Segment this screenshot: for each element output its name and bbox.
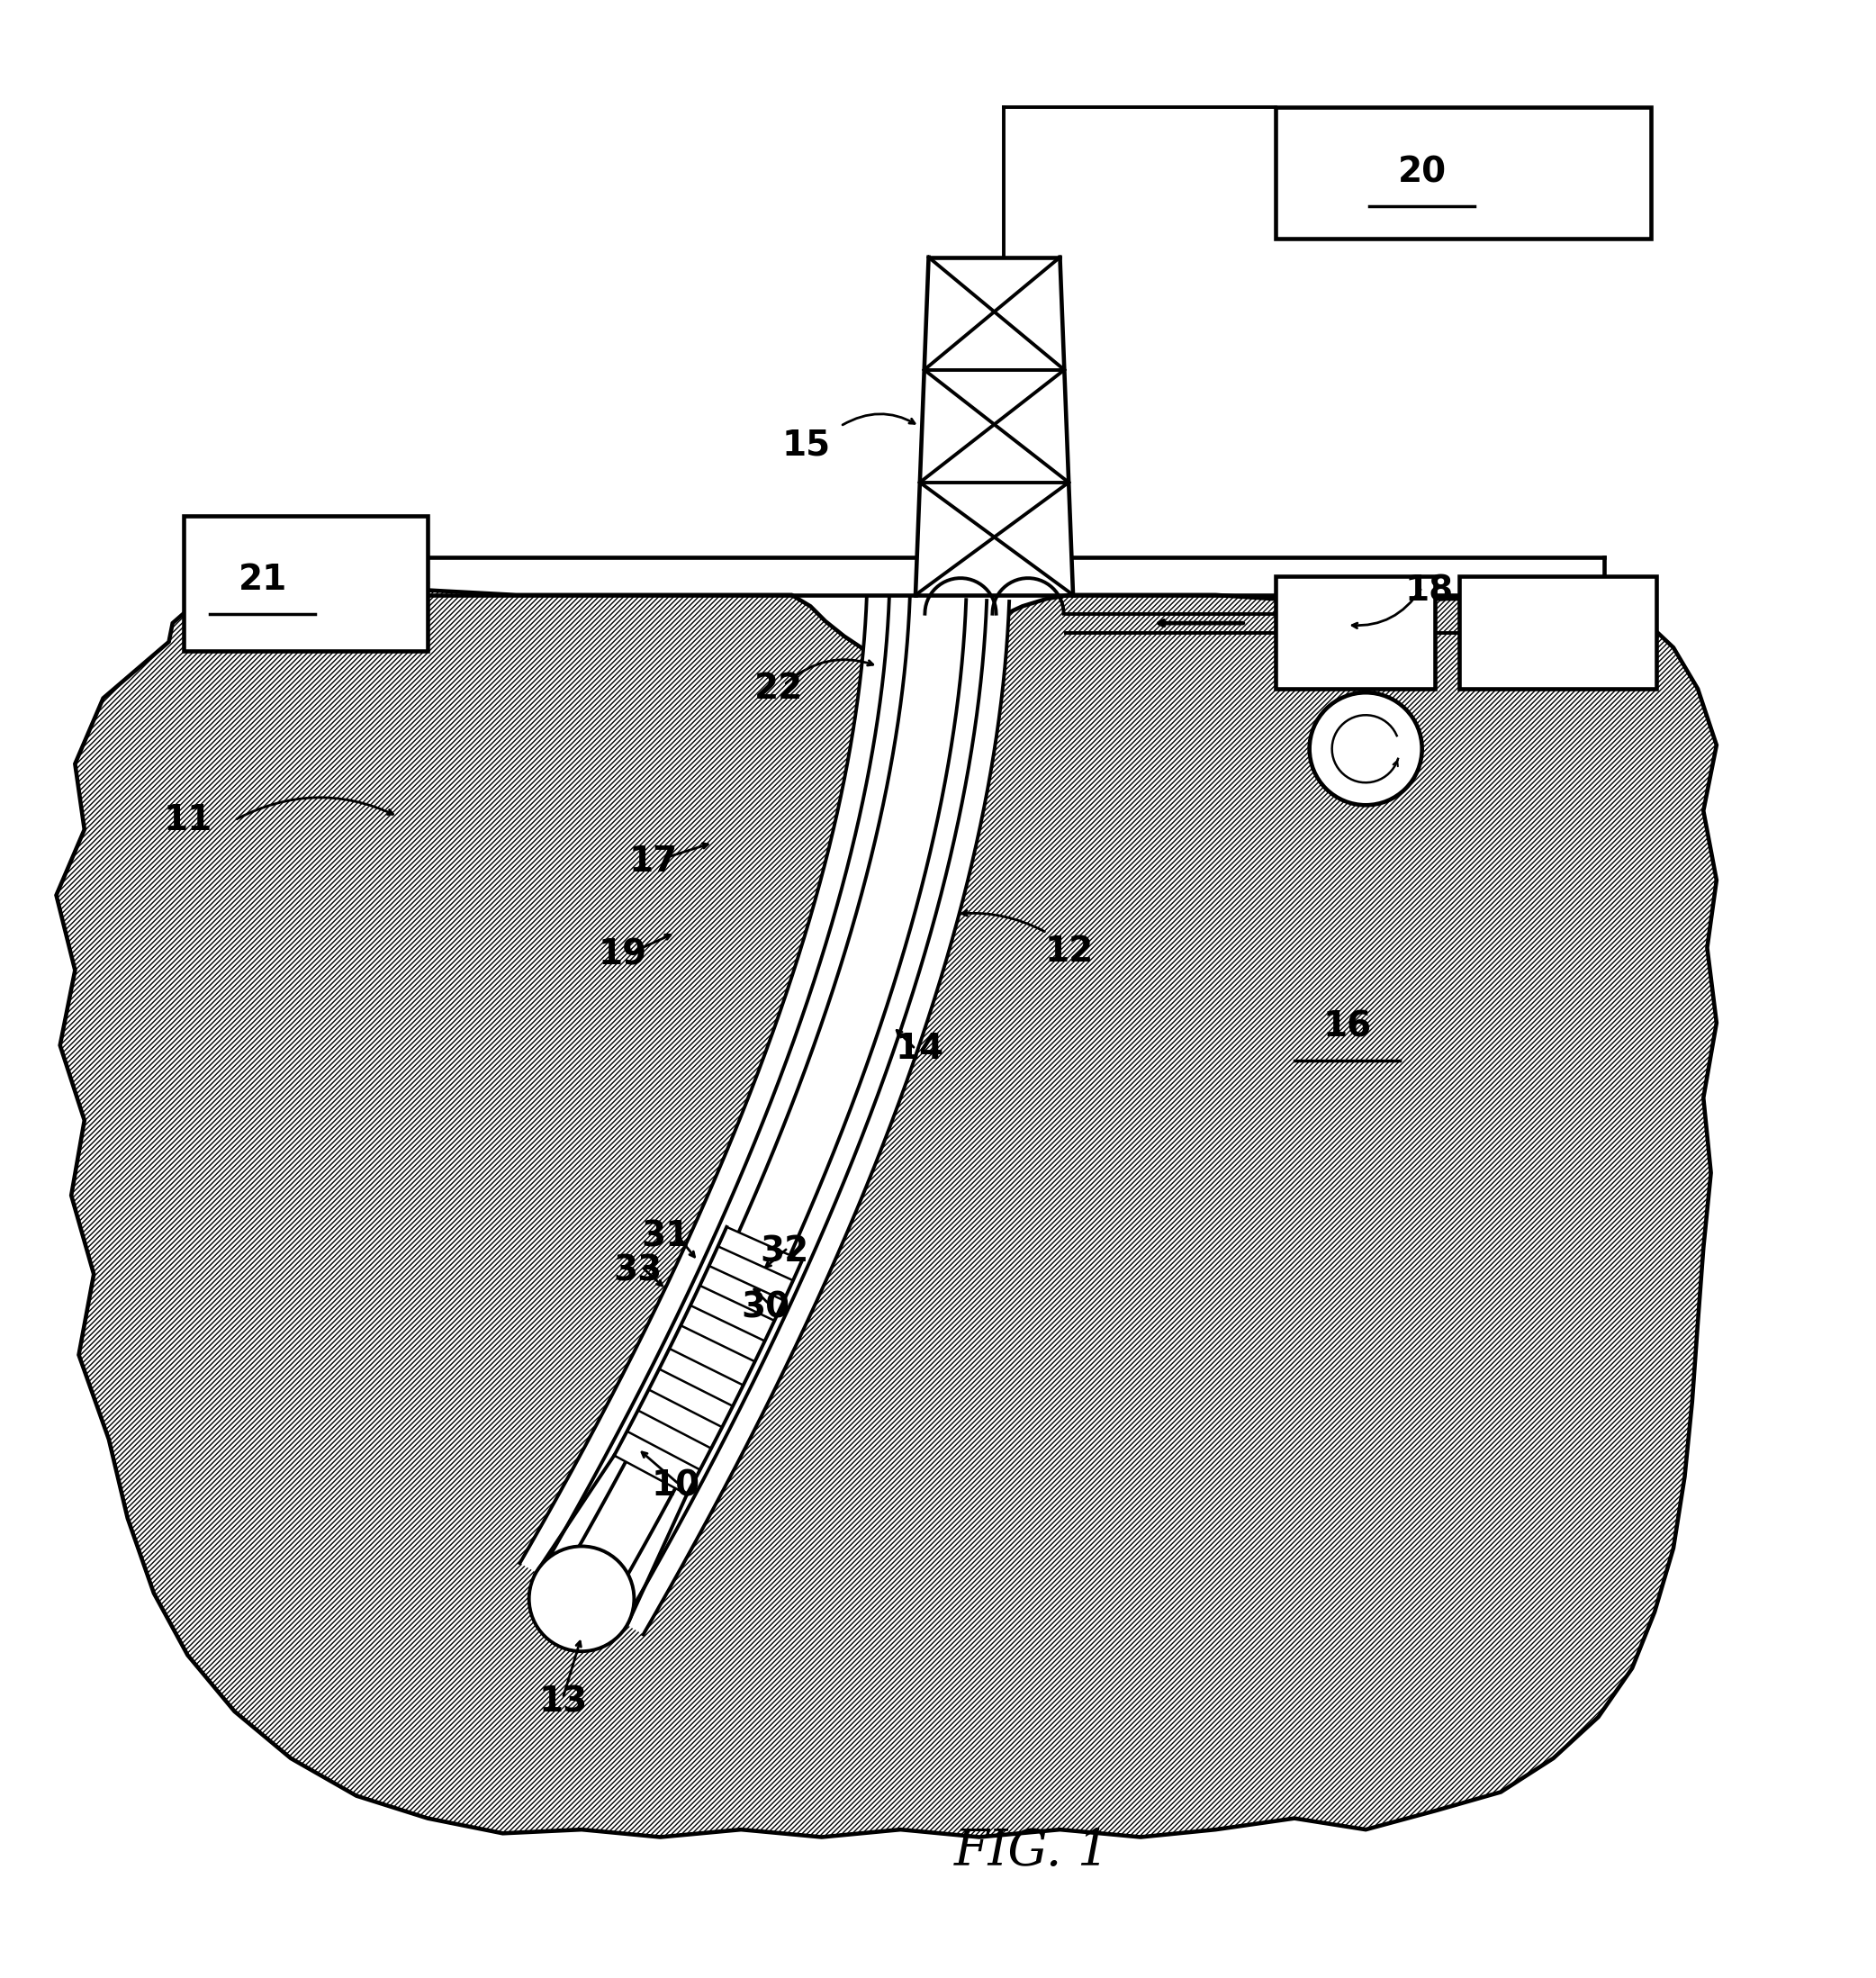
Text: 15: 15 (782, 427, 831, 463)
Text: 19: 19 (598, 938, 647, 973)
Text: 10: 10 (651, 1470, 700, 1503)
Bar (1276, 107, 1651, 239)
Circle shape (529, 1547, 634, 1652)
Text: FIG. 1: FIG. 1 (953, 1828, 1111, 1877)
Polygon shape (56, 587, 1717, 1838)
Text: 30: 30 (741, 1292, 790, 1325)
Circle shape (1309, 692, 1422, 805)
Text: 17: 17 (628, 845, 677, 878)
Bar (184, 516, 428, 651)
Text: 22: 22 (754, 673, 803, 706)
Text: 20: 20 (1398, 156, 1446, 190)
Text: 32: 32 (760, 1234, 809, 1268)
Bar (1276, 576, 1435, 688)
Text: 14: 14 (895, 1033, 944, 1066)
Text: 11: 11 (163, 803, 212, 837)
Bar (1460, 576, 1657, 688)
Polygon shape (538, 597, 987, 1624)
Text: 18: 18 (1405, 574, 1454, 609)
Text: 33: 33 (613, 1254, 662, 1288)
Text: 13: 13 (538, 1685, 587, 1719)
Text: 12: 12 (1045, 934, 1094, 969)
Text: 21: 21 (238, 564, 287, 597)
Text: 16: 16 (1323, 1009, 1371, 1044)
Text: 31: 31 (642, 1220, 690, 1254)
Polygon shape (613, 1226, 803, 1495)
Polygon shape (520, 595, 1009, 1634)
